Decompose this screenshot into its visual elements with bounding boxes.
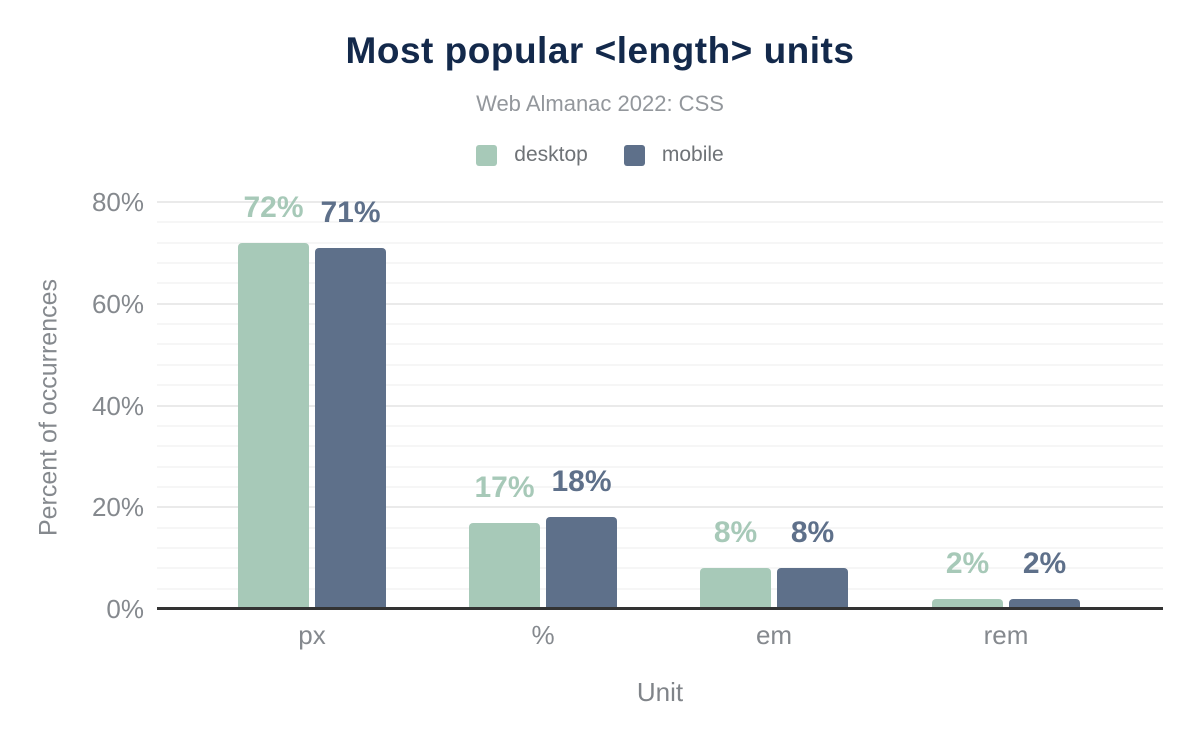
value-label-desktop-em: 8% [713, 516, 758, 550]
bar-mobile-em [777, 568, 848, 609]
minor-gridline [157, 262, 1163, 265]
major-gridline [157, 201, 1163, 203]
minor-gridline [157, 445, 1163, 448]
plot-area: 72% 17% 8% 2% 71% 18% 8% 2% [157, 192, 1163, 610]
legend-item-desktop: desktop [476, 143, 588, 167]
major-gridline [157, 302, 1163, 305]
x-tick-label-px: px [298, 620, 326, 650]
minor-gridline [157, 424, 1163, 427]
value-label-mobile-rem: 2% [1022, 546, 1067, 580]
y-tick-label-80pct: 80% [91, 187, 144, 217]
value-label-desktop-rem: 2% [945, 546, 990, 580]
chart-legend: desktop mobile [0, 143, 1200, 167]
minor-gridline [157, 343, 1163, 346]
minor-gridline [157, 221, 1163, 224]
value-label-desktop-%: 17% [474, 470, 535, 504]
minor-gridline [157, 282, 1163, 285]
minor-gridline [157, 465, 1163, 468]
x-tick-label-%: % [531, 620, 555, 650]
major-gridline [157, 506, 1163, 509]
x-axis-title: Unit [636, 677, 684, 707]
minor-gridline [157, 485, 1163, 488]
x-tick-label-em: em [755, 620, 793, 650]
legend-swatch-desktop-icon [476, 144, 498, 166]
y-tick-label-0pct: 0% [106, 594, 144, 624]
legend-label-mobile: mobile [661, 143, 724, 166]
bar-desktop-em [700, 568, 771, 609]
bar-mobile-% [546, 517, 617, 609]
y-tick-label-20pct: 20% [91, 492, 144, 523]
legend-item-mobile: mobile [623, 143, 724, 167]
minor-gridline [157, 526, 1163, 529]
major-gridline [157, 404, 1163, 407]
minor-gridline [157, 323, 1163, 326]
x-tick-label-rem: rem [983, 620, 1029, 650]
minor-gridline [157, 241, 1163, 244]
minor-gridline [157, 384, 1163, 387]
bar-mobile-px [315, 247, 386, 609]
minor-gridline [157, 587, 1163, 590]
bar-desktop-% [469, 522, 540, 609]
bar-desktop-px [238, 242, 309, 609]
value-label-mobile-%: 18% [551, 465, 612, 499]
minor-gridline [157, 363, 1163, 366]
minor-gridline [157, 546, 1163, 549]
chart-subtitle: Web Almanac 2022: CSS [476, 91, 724, 116]
value-label-mobile-em: 8% [790, 516, 835, 550]
chart-title: Most popular <length> units [345, 30, 855, 71]
y-tick-label-40pct: 40% [91, 390, 144, 421]
value-label-mobile-px: 71% [320, 195, 381, 229]
minor-gridline [157, 567, 1163, 570]
x-axis-line [157, 607, 1163, 610]
legend-swatch-mobile-icon [623, 144, 645, 166]
y-tick-label-60pct: 60% [91, 288, 144, 319]
value-label-desktop-px: 72% [243, 190, 304, 224]
bar-desktop-rem [932, 598, 1003, 609]
legend-label-desktop: desktop [514, 143, 588, 166]
bar-mobile-rem [1009, 598, 1080, 609]
